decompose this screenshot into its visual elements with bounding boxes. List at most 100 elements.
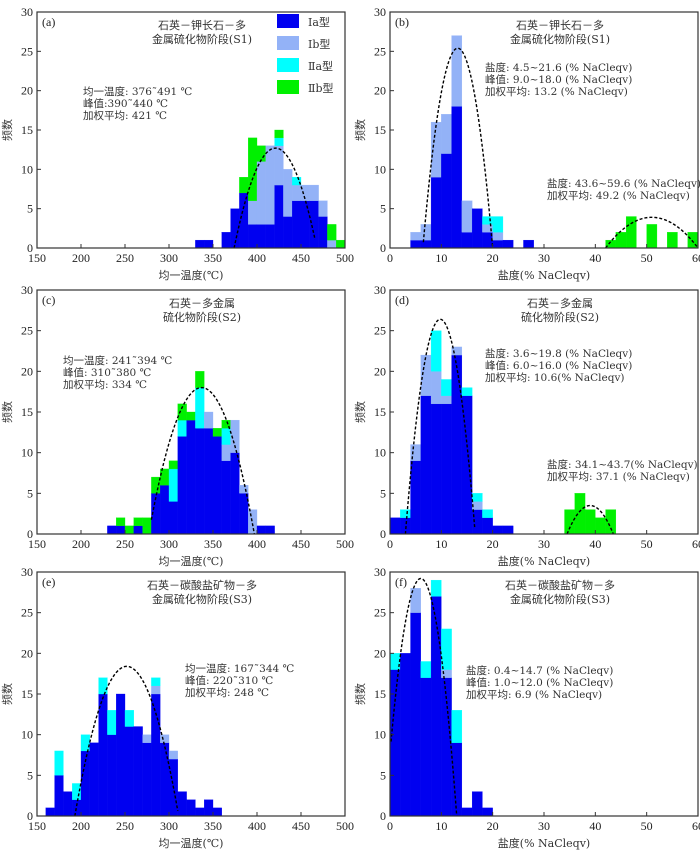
x-tick-label: 300 xyxy=(160,819,178,833)
bar-Ia-220 xyxy=(98,693,108,817)
bar-Ia-18 xyxy=(482,517,493,535)
panel-label: (c) xyxy=(42,293,55,307)
y-tick-label: 10 xyxy=(21,446,33,460)
bar-IIa-420 xyxy=(274,137,284,146)
legend-label-IIb: Ⅱb型 xyxy=(308,81,334,95)
y-tick-label: 25 xyxy=(374,44,386,58)
x-tick-label: 350 xyxy=(204,819,222,833)
y-tick-label: 20 xyxy=(374,364,386,378)
bar-Ia-20 xyxy=(492,239,504,249)
chart-panel-f: 0 10 20 30 40 50 60 0 5 10 15 20 25 30 盐度(% NaCleqv) 频数… xyxy=(353,565,700,850)
bar-Ia-210 xyxy=(89,742,99,817)
bar-Ib-20 xyxy=(492,232,504,241)
x-tick-label: 30 xyxy=(538,251,550,265)
bar-IIb-330 xyxy=(195,371,205,388)
x-tick-label: 150 xyxy=(28,537,46,551)
bar-Ib-6 xyxy=(420,224,432,241)
bar-Ib-390 xyxy=(248,509,258,535)
y-axis-label: 频数 xyxy=(353,683,367,705)
annotation-text: 盐度: 4.5~21.6 (% NaCleqv) xyxy=(485,61,632,74)
x-tick-label: 200 xyxy=(72,819,90,833)
bar-IIb-350 xyxy=(212,428,222,437)
bar-IIb-320 xyxy=(186,411,196,421)
y-axis-label: 频数 xyxy=(0,119,14,141)
x-tick-label: 10 xyxy=(435,819,447,833)
bar-Ia-8 xyxy=(430,403,442,535)
x-tick-label: 250 xyxy=(116,251,134,265)
bar-IIb-40 xyxy=(595,517,606,535)
annotation-text: 加权平均: 13.2 (% NaCleqv) xyxy=(485,85,628,98)
bar-Ia-2 xyxy=(400,653,411,817)
x-tick-label: 30 xyxy=(538,819,550,833)
bar-Ia-170 xyxy=(54,775,64,817)
bar-Ia-260 xyxy=(133,726,143,817)
bar-Ia-4 xyxy=(410,612,421,817)
x-tick-label: 60 xyxy=(692,251,700,265)
annotation-text: 加权平均: 37.1 (% NaCleqv) xyxy=(547,470,690,483)
x-tick-label: 450 xyxy=(292,819,310,833)
bar-Ia-250 xyxy=(124,726,134,817)
chart-panel-c: 150 200 250 300 350 400 450 500 0 5 10 15 20 25 30 均一温度… xyxy=(0,283,354,568)
y-tick-label: 15 xyxy=(21,687,33,701)
panel-label: (f) xyxy=(395,575,407,589)
y-tick-label: 0 xyxy=(27,809,33,823)
x-tick-label: 60 xyxy=(692,537,700,551)
annotation-text: 峰值:390˜440 ℃ xyxy=(83,97,168,110)
bar-Ia-350 xyxy=(212,807,222,817)
bar-Ib-290 xyxy=(160,734,170,743)
bar-Ia-0 xyxy=(389,669,401,817)
bar-Ib-270 xyxy=(142,734,152,743)
bar-IIa-170 xyxy=(54,750,64,776)
panel-title: 金属硫化物阶段(S1) xyxy=(152,32,252,46)
bar-IIb-480 xyxy=(327,224,337,241)
y-tick-label: 20 xyxy=(374,84,386,98)
x-tick-label: 150 xyxy=(28,251,46,265)
bar-Ib-400 xyxy=(256,161,266,225)
annotation-text: 盐度: 34.1~43.7(% NaCleqv) xyxy=(547,458,698,471)
annotation-text: 加权平均: 6.9 (% NaCleqv) xyxy=(466,688,602,701)
legend-label-IIa: Ⅱa型 xyxy=(308,59,333,73)
bar-Ia-20 xyxy=(492,525,504,535)
bar-Ia-330 xyxy=(195,239,205,249)
bar-Ia-240 xyxy=(116,525,126,535)
annotation-text: 均一温度: 376˜491 ℃ xyxy=(83,85,193,98)
chart-panel-e: 150 200 250 300 350 400 450 500 0 5 10 15 20 25 30 均一温度… xyxy=(0,565,354,850)
panel-label: (b) xyxy=(395,15,409,29)
x-tick-label: 50 xyxy=(641,251,653,265)
bar-Ib-420 xyxy=(274,145,284,186)
bar-Ib-6 xyxy=(420,354,432,396)
annotation-text: 盐度: 3.6~19.8 (% NaCleqv) xyxy=(485,347,632,360)
bar-Ib-14 xyxy=(461,200,473,233)
fit-curve-1 xyxy=(566,504,614,535)
y-tick-label: 25 xyxy=(21,44,33,58)
bar-IIa-10 xyxy=(441,628,452,670)
bar-Ia-16 xyxy=(471,208,483,249)
annotation-text: 均一温度: 241˜394 ℃ xyxy=(63,354,173,367)
bar-IIb-46 xyxy=(625,216,637,249)
x-tick-label: 10 xyxy=(435,251,447,265)
panel-title: 石英－碳酸盐矿物－多 xyxy=(505,578,615,592)
y-tick-label: 5 xyxy=(27,768,33,782)
bar-Ia-6 xyxy=(420,395,432,535)
bar-IIb-260 xyxy=(133,517,143,527)
bar-Ia-280 xyxy=(151,693,161,817)
bar-Ia-380 xyxy=(239,192,249,249)
bar-IIa-6 xyxy=(420,661,432,678)
y-tick-label: 15 xyxy=(374,405,386,419)
bar-Ia-290 xyxy=(160,742,170,817)
legend-swatch-Ib xyxy=(277,36,299,50)
legend-swatch-IIb xyxy=(277,80,299,94)
fit-curve-1 xyxy=(605,216,699,249)
bar-IIa-2 xyxy=(400,509,411,518)
bar-Ia-4 xyxy=(410,460,421,535)
bar-IIa-360 xyxy=(221,428,231,445)
bar-Ia-420 xyxy=(274,184,284,249)
fit-curve-0 xyxy=(74,665,179,817)
bar-Ia-14 xyxy=(461,232,473,249)
bar-IIb-490 xyxy=(336,239,346,249)
x-tick-label: 150 xyxy=(28,819,46,833)
annotation-text: 加权平均: 248 ℃ xyxy=(185,686,269,699)
bar-Ib-280 xyxy=(151,685,161,695)
panel-title: 石英－多金属 xyxy=(169,296,235,310)
bar-IIb-400 xyxy=(256,145,266,162)
